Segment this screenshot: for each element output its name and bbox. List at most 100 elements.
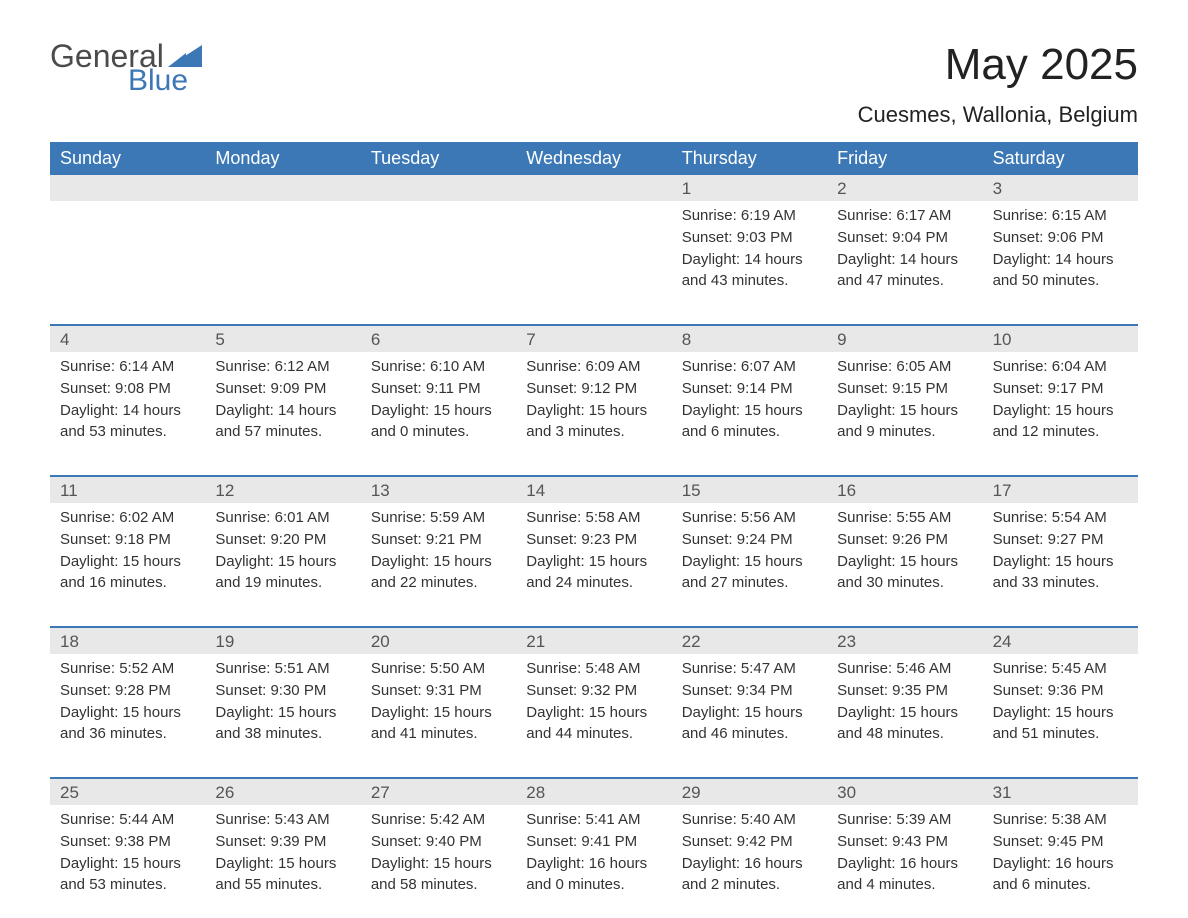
daylight-text: Daylight: 15 hours xyxy=(215,853,350,875)
day-number: 16 xyxy=(827,477,982,503)
calendar-week: 25262728293031Sunrise: 5:44 AMSunset: 9:… xyxy=(50,777,1138,914)
daylight-text: and 9 minutes. xyxy=(837,421,972,443)
daylight-text: and 58 minutes. xyxy=(371,874,506,896)
sunset-text: Sunset: 9:36 PM xyxy=(993,680,1128,702)
calendar-cell xyxy=(50,201,205,310)
sunset-text: Sunset: 9:40 PM xyxy=(371,831,506,853)
day-number-row: 11121314151617 xyxy=(50,477,1138,503)
daylight-text: and 57 minutes. xyxy=(215,421,350,443)
header: General Blue May 2025 xyxy=(50,40,1138,96)
calendar-cell: Sunrise: 5:38 AMSunset: 9:45 PMDaylight:… xyxy=(983,805,1138,914)
day-number: 3 xyxy=(983,175,1138,201)
daylight-text: Daylight: 15 hours xyxy=(215,551,350,573)
daylight-text: Daylight: 15 hours xyxy=(993,400,1128,422)
day-number: 27 xyxy=(361,779,516,805)
sunset-text: Sunset: 9:24 PM xyxy=(682,529,817,551)
logo: General Blue xyxy=(50,40,202,96)
daylight-text: and 50 minutes. xyxy=(993,270,1128,292)
sunset-text: Sunset: 9:15 PM xyxy=(837,378,972,400)
daylight-text: Daylight: 15 hours xyxy=(215,702,350,724)
calendar-cell: Sunrise: 5:44 AMSunset: 9:38 PMDaylight:… xyxy=(50,805,205,914)
weekday-label: Wednesday xyxy=(516,142,671,175)
sunrise-text: Sunrise: 5:38 AM xyxy=(993,809,1128,831)
day-number: 11 xyxy=(50,477,205,503)
weekday-label: Friday xyxy=(827,142,982,175)
weekday-label: Tuesday xyxy=(361,142,516,175)
day-number: 19 xyxy=(205,628,360,654)
calendar-cell: Sunrise: 5:47 AMSunset: 9:34 PMDaylight:… xyxy=(672,654,827,763)
calendar-cell: Sunrise: 5:50 AMSunset: 9:31 PMDaylight:… xyxy=(361,654,516,763)
calendar-cell: Sunrise: 5:52 AMSunset: 9:28 PMDaylight:… xyxy=(50,654,205,763)
sunrise-text: Sunrise: 5:42 AM xyxy=(371,809,506,831)
daylight-text: Daylight: 15 hours xyxy=(993,702,1128,724)
sunrise-text: Sunrise: 5:58 AM xyxy=(526,507,661,529)
daylight-text: and 30 minutes. xyxy=(837,572,972,594)
daylight-text: Daylight: 15 hours xyxy=(526,551,661,573)
daylight-text: and 44 minutes. xyxy=(526,723,661,745)
day-number: 15 xyxy=(672,477,827,503)
day-number: 14 xyxy=(516,477,671,503)
sunset-text: Sunset: 9:04 PM xyxy=(837,227,972,249)
calendar-cell: Sunrise: 6:07 AMSunset: 9:14 PMDaylight:… xyxy=(672,352,827,461)
calendar-week: 11121314151617Sunrise: 6:02 AMSunset: 9:… xyxy=(50,475,1138,612)
day-number: 22 xyxy=(672,628,827,654)
day-number: 21 xyxy=(516,628,671,654)
calendar-cell: Sunrise: 5:58 AMSunset: 9:23 PMDaylight:… xyxy=(516,503,671,612)
sunset-text: Sunset: 9:27 PM xyxy=(993,529,1128,551)
sunrise-text: Sunrise: 5:56 AM xyxy=(682,507,817,529)
sunrise-text: Sunrise: 5:46 AM xyxy=(837,658,972,680)
sunrise-text: Sunrise: 5:39 AM xyxy=(837,809,972,831)
sunrise-text: Sunrise: 5:54 AM xyxy=(993,507,1128,529)
sunrise-text: Sunrise: 6:15 AM xyxy=(993,205,1128,227)
daylight-text: and 6 minutes. xyxy=(682,421,817,443)
daylight-text: and 4 minutes. xyxy=(837,874,972,896)
daylight-text: Daylight: 14 hours xyxy=(215,400,350,422)
sunrise-text: Sunrise: 6:17 AM xyxy=(837,205,972,227)
sunrise-text: Sunrise: 5:41 AM xyxy=(526,809,661,831)
daylight-text: Daylight: 14 hours xyxy=(837,249,972,271)
day-number: 10 xyxy=(983,326,1138,352)
day-number: 13 xyxy=(361,477,516,503)
day-number: 1 xyxy=(672,175,827,201)
calendar-cell: Sunrise: 6:19 AMSunset: 9:03 PMDaylight:… xyxy=(672,201,827,310)
day-number: 8 xyxy=(672,326,827,352)
sunset-text: Sunset: 9:18 PM xyxy=(60,529,195,551)
day-number-row: 45678910 xyxy=(50,326,1138,352)
sunset-text: Sunset: 9:32 PM xyxy=(526,680,661,702)
sunset-text: Sunset: 9:39 PM xyxy=(215,831,350,853)
sunset-text: Sunset: 9:09 PM xyxy=(215,378,350,400)
calendar-cell: Sunrise: 6:15 AMSunset: 9:06 PMDaylight:… xyxy=(983,201,1138,310)
sunset-text: Sunset: 9:45 PM xyxy=(993,831,1128,853)
daylight-text: and 3 minutes. xyxy=(526,421,661,443)
calendar-cell: Sunrise: 6:12 AMSunset: 9:09 PMDaylight:… xyxy=(205,352,360,461)
sunrise-text: Sunrise: 6:19 AM xyxy=(682,205,817,227)
day-number: 23 xyxy=(827,628,982,654)
day-number xyxy=(516,175,671,201)
sunset-text: Sunset: 9:41 PM xyxy=(526,831,661,853)
daylight-text: and 36 minutes. xyxy=(60,723,195,745)
daylight-text: and 12 minutes. xyxy=(993,421,1128,443)
daylight-text: Daylight: 15 hours xyxy=(682,702,817,724)
weekday-label: Monday xyxy=(205,142,360,175)
day-number xyxy=(205,175,360,201)
day-number-row: 18192021222324 xyxy=(50,628,1138,654)
sunset-text: Sunset: 9:34 PM xyxy=(682,680,817,702)
daylight-text: and 16 minutes. xyxy=(60,572,195,594)
sunrise-text: Sunrise: 5:48 AM xyxy=(526,658,661,680)
day-number: 24 xyxy=(983,628,1138,654)
calendar-cell: Sunrise: 5:59 AMSunset: 9:21 PMDaylight:… xyxy=(361,503,516,612)
weekday-label: Saturday xyxy=(983,142,1138,175)
calendar-cell: Sunrise: 6:14 AMSunset: 9:08 PMDaylight:… xyxy=(50,352,205,461)
calendar-cell: Sunrise: 6:01 AMSunset: 9:20 PMDaylight:… xyxy=(205,503,360,612)
daylight-text: Daylight: 15 hours xyxy=(526,400,661,422)
day-number: 5 xyxy=(205,326,360,352)
daylight-text: Daylight: 15 hours xyxy=(682,400,817,422)
sunrise-text: Sunrise: 6:02 AM xyxy=(60,507,195,529)
calendar-cell: Sunrise: 5:40 AMSunset: 9:42 PMDaylight:… xyxy=(672,805,827,914)
daylight-text: Daylight: 16 hours xyxy=(993,853,1128,875)
daylight-text: and 53 minutes. xyxy=(60,421,195,443)
day-number: 28 xyxy=(516,779,671,805)
daylight-text: Daylight: 16 hours xyxy=(526,853,661,875)
calendar-cell: Sunrise: 6:10 AMSunset: 9:11 PMDaylight:… xyxy=(361,352,516,461)
daylight-text: and 43 minutes. xyxy=(682,270,817,292)
